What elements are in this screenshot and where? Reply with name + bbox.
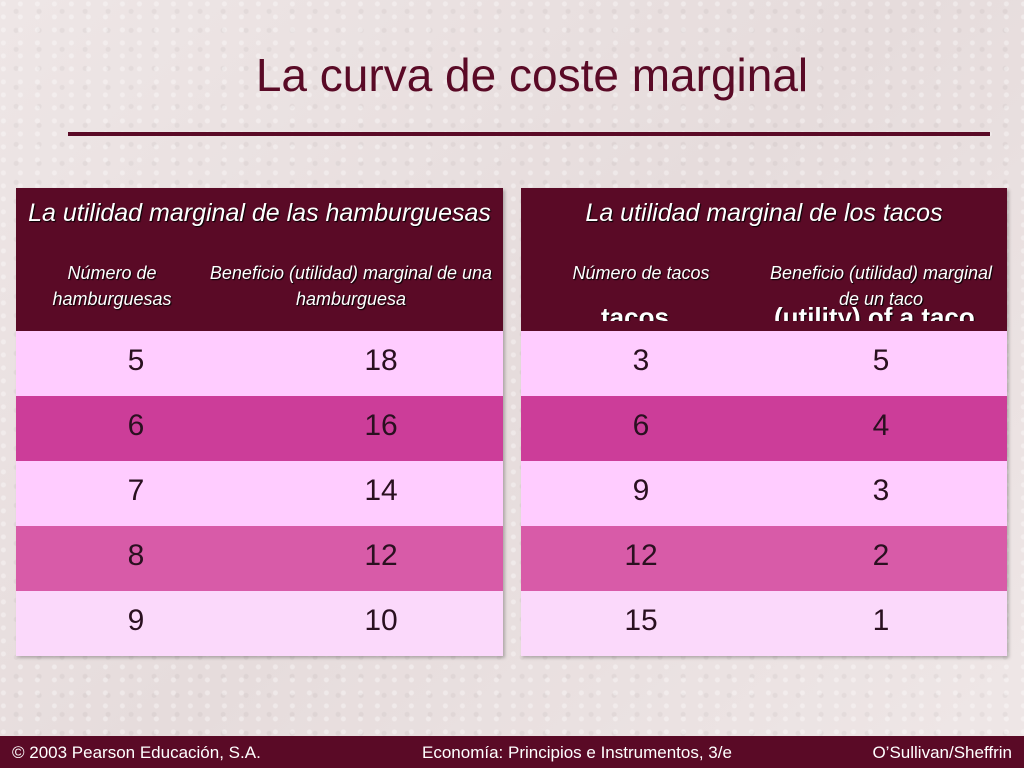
hamburger-benefit-cell: 12 (364, 539, 398, 572)
taco-table-header: La utilidad marginal de los tacos Número… (521, 188, 1007, 331)
taco-quantity-cell: 9 (632, 474, 650, 507)
taco-quantity-cell: 15 (624, 604, 658, 637)
footer-book-title: Economía: Principios e Instrumentos, 3/e (422, 743, 732, 762)
table-row: 6 4 (521, 396, 1007, 461)
hamburger-benefit-header: Beneficio (utilidad) marginal de una ham… (209, 263, 493, 309)
taco-table-title: La utilidad marginal de los tacos (585, 199, 943, 227)
footer-authors: O’Sullivan/Sheffrin (872, 743, 1012, 762)
table-row: 12 2 (521, 526, 1007, 591)
table-row: 9 10 (16, 591, 503, 656)
hamburger-table-header: La utilidad marginal de las hamburguesas… (16, 188, 503, 331)
hamburger-benefit-cell: 16 (364, 409, 398, 442)
hamburger-quantity-cell: 6 (127, 409, 145, 442)
title-divider (68, 132, 990, 136)
taco-quantity-header: Número de tacos (572, 263, 710, 283)
taco-benefit-cell: 5 (872, 344, 890, 377)
hamburger-quantity-cell: 5 (127, 344, 145, 377)
taco-quantity-cell: 3 (632, 344, 650, 377)
overlapping-text-fragment: tacos (601, 304, 669, 321)
hamburger-quantity-cell: 8 (127, 539, 145, 572)
table-row: 9 3 (521, 461, 1007, 526)
hamburger-quantity-cell: 9 (127, 604, 145, 637)
hamburger-benefit-cell: 14 (364, 474, 398, 507)
table-row: 5 18 (16, 331, 503, 396)
slide-footer: © 2003 Pearson Educación, S.A. Economía:… (0, 736, 1024, 768)
hamburger-table-title: La utilidad marginal de las hamburguesas (28, 199, 491, 227)
taco-benefit-header: Beneficio (utilidad) marginal de un taco (769, 263, 993, 309)
table-row: 8 12 (16, 526, 503, 591)
taco-benefit-cell: 2 (872, 539, 890, 572)
table-row: 15 1 (521, 591, 1007, 656)
table-row: 3 5 (521, 331, 1007, 396)
overlapping-text-fragment: (utility) of a taco (774, 304, 975, 321)
hamburger-benefit-cell: 10 (364, 604, 398, 637)
taco-benefit-cell: 4 (872, 409, 890, 442)
table-row: 7 14 (16, 461, 503, 526)
hamburger-quantity-header: Número de hamburguesas (52, 263, 172, 309)
hamburger-table: La utilidad marginal de las hamburguesas… (16, 188, 503, 656)
slide-title: La curva de coste marginal (255, 49, 809, 101)
hamburger-quantity-cell: 7 (127, 474, 145, 507)
hamburger-benefit-cell: 18 (364, 344, 398, 377)
taco-quantity-cell: 6 (632, 409, 650, 442)
taco-benefit-cell: 1 (872, 604, 890, 637)
taco-benefit-cell: 3 (872, 474, 890, 507)
footer-copyright: © 2003 Pearson Educación, S.A. (12, 743, 261, 762)
taco-quantity-cell: 12 (624, 539, 658, 572)
taco-table: La utilidad marginal de los tacos Número… (521, 188, 1007, 656)
table-row: 6 16 (16, 396, 503, 461)
